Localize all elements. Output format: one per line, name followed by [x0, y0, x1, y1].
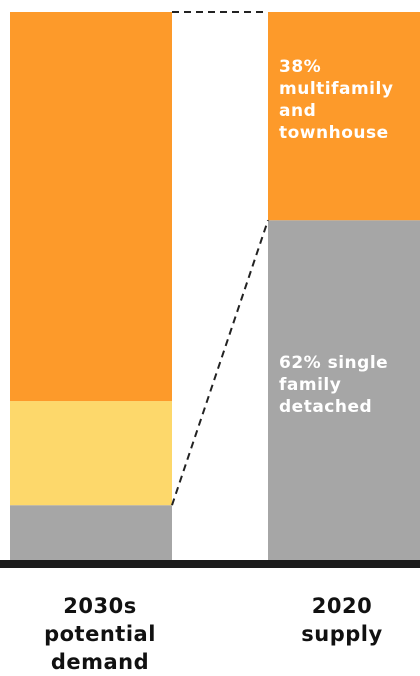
supply-multifamily-label: 38% multifamily and townhouse [279, 57, 394, 143]
supply-single-family-label: 62% single family detached [279, 353, 389, 417]
bar-segment-single-family-supply [268, 220, 420, 561]
category-label-2030s-demand: 2030s potential demand [44, 594, 156, 674]
bar-segment-multifamily-demand [10, 12, 172, 402]
category-label-2020-supply: 2020 supply [301, 594, 383, 646]
bar-segment-single-family-demand [10, 505, 172, 560]
baseline [0, 560, 420, 568]
connector-line-single-family [171, 219, 269, 506]
bar-segment-transition-demand [10, 401, 172, 506]
bar-segment-multifamily-supply [268, 12, 420, 221]
